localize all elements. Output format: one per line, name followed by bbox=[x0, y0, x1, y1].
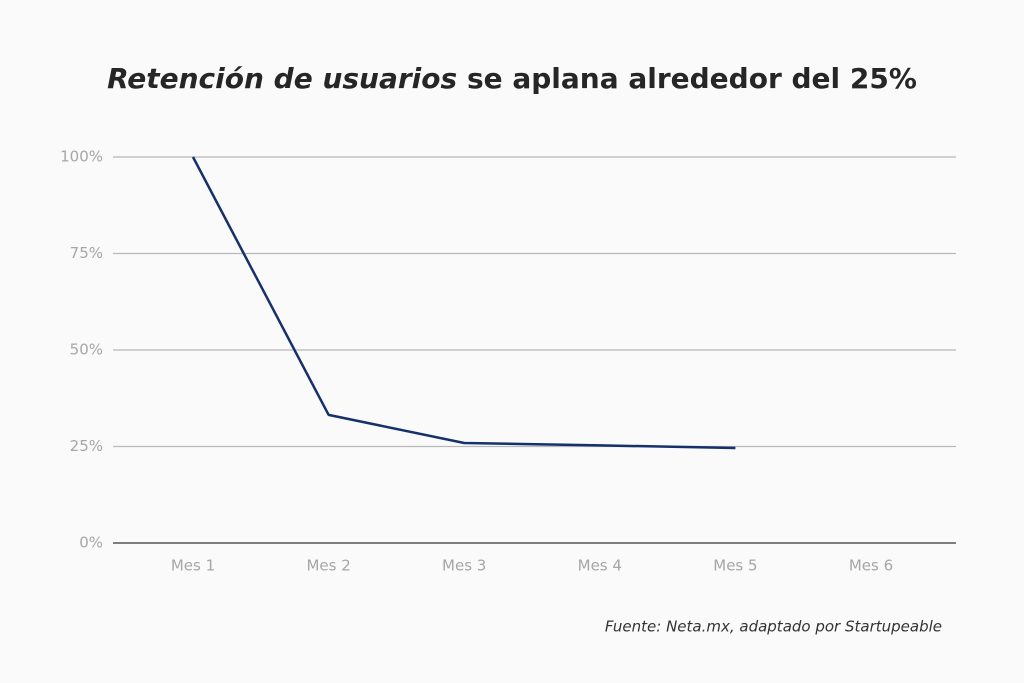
series-line bbox=[191, 156, 736, 450]
x-tick-label: Mes 3 bbox=[442, 557, 486, 575]
y-tick-label: 25% bbox=[70, 437, 103, 455]
title-rest: se aplana alrededor del 25% bbox=[467, 62, 917, 95]
y-tick-label: 0% bbox=[79, 534, 103, 552]
x-tick-label: Mes 2 bbox=[306, 557, 350, 575]
x-tick-label: Mes 5 bbox=[713, 557, 757, 575]
y-tick-label: 75% bbox=[70, 244, 103, 262]
chart-title: Retención de usuarios se aplana alrededo… bbox=[107, 62, 917, 95]
source-note: Fuente: Neta.mx, adaptado por Startupeab… bbox=[605, 618, 942, 636]
y-tick-label: 100% bbox=[60, 148, 103, 166]
x-tick-label: Mes 1 bbox=[171, 557, 215, 575]
title-emphasis: Retención de usuarios bbox=[107, 62, 457, 95]
x-tick-label: Mes 4 bbox=[578, 557, 622, 575]
x-tick-label: Mes 6 bbox=[849, 557, 893, 575]
y-tick-label: 50% bbox=[70, 341, 103, 359]
